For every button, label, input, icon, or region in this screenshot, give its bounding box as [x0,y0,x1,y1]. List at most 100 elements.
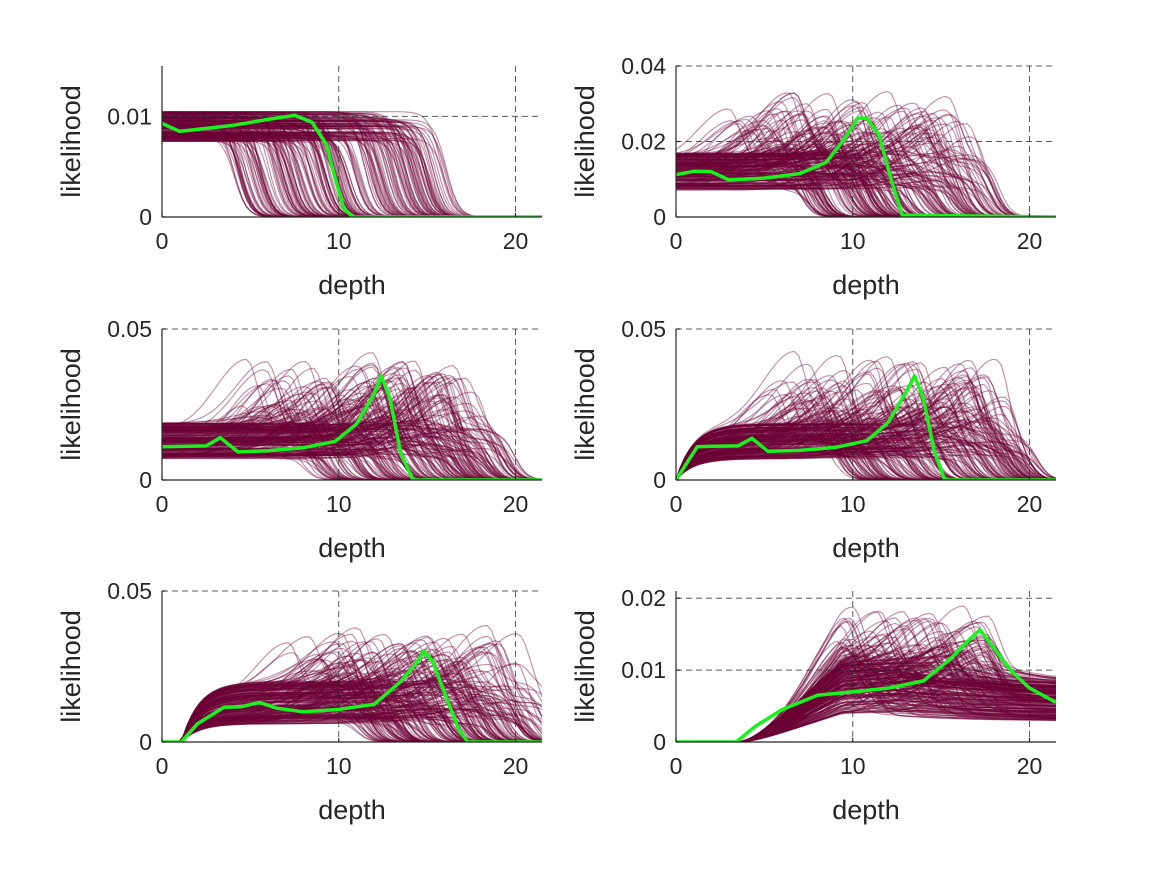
ensemble-line [162,431,542,480]
ensemble-line [676,417,1056,480]
ensemble-line [676,139,1056,217]
ensemble-line [162,701,542,742]
ensemble-line [162,708,542,742]
x-tick-label: 10 [840,228,866,254]
ensemble-line [676,183,1056,217]
ensemble-line [676,185,1056,217]
ensemble-line [162,381,542,480]
ensemble-line [676,101,1056,217]
ensemble-line [162,130,542,217]
ensemble-line [676,110,1056,217]
ensemble-line [162,658,542,742]
ensemble-line [676,136,1056,217]
ensemble-line [162,123,542,217]
ensemble-line [162,397,542,480]
ensemble-line [162,114,542,217]
ensemble-line [162,387,542,480]
ensemble-line [162,395,542,480]
ensemble-line [162,139,542,217]
ensemble-line [162,447,542,480]
ensemble-line [676,172,1056,217]
ensemble-line [676,390,1056,480]
ensemble-line [162,452,542,480]
ensemble-line [162,134,542,217]
ensemble-line [162,119,542,217]
ensemble-line [676,119,1056,217]
x-tick-label: 10 [326,753,352,779]
ensemble-line [676,132,1056,217]
ensemble-line [676,391,1056,480]
ensemble-line [162,135,542,217]
ensemble-line [676,126,1056,217]
ensemble-line [676,145,1056,217]
ensemble-line [676,124,1056,217]
ensemble-line [676,160,1056,217]
ensemble-line [162,132,542,217]
ensemble-line [162,361,542,480]
ensemble-line [162,111,542,217]
ensemble-line [162,429,542,480]
ensemble-line [676,431,1056,480]
ensemble-line [676,153,1056,217]
ensemble-line [676,400,1056,480]
ensemble-line [162,119,542,217]
ensemble-line [162,123,542,217]
ensemble-line [676,137,1056,217]
tick-labels: 0 10 20 0 0.05 [107,578,528,779]
y-tick-label: 0 [653,729,666,755]
mean-line [676,628,1056,742]
ensemble-line [162,135,542,217]
ensemble-line [676,159,1056,217]
ensemble-line [162,132,542,217]
ensemble-line [676,143,1056,217]
ensemble-line [162,118,542,217]
ensemble-line [162,439,542,480]
ensemble-line [676,407,1056,480]
ensemble-line [162,661,542,742]
ensemble-line [162,121,542,217]
ensemble-line [162,134,542,217]
ensemble-line [676,164,1056,217]
ensemble-line [676,419,1056,480]
ensemble-line [676,151,1056,217]
ensemble-line [162,648,542,742]
ensemble-line [676,125,1056,217]
ensemble-line [676,177,1056,217]
ensemble-line [162,135,542,217]
ensemble-line [162,693,542,742]
ensemble-line [162,416,542,480]
ensemble-line [162,640,542,742]
ensemble-line [162,663,542,742]
ensemble-line [162,656,542,742]
ensemble-line [162,443,542,480]
ensemble-line [162,114,542,217]
ensemble-line [676,431,1056,480]
ensemble-line [162,695,542,742]
ensemble-line [676,113,1056,217]
ensemble-line [676,149,1056,217]
ensemble-line [676,447,1056,480]
ensemble-line [162,138,542,217]
ensemble-line [162,411,542,480]
ensemble-line [162,399,542,480]
y-tick-label: 0 [139,467,152,493]
ensemble-line [676,143,1056,217]
ensemble-line [162,709,542,742]
x-tick-label: 20 [1017,491,1043,517]
ensemble-line [162,651,542,742]
ensemble-line [162,406,542,480]
ensemble-line [676,445,1056,480]
ensemble-line [676,437,1056,480]
ensemble-line [162,386,542,480]
ensemble-line [676,367,1056,480]
ensemble-line [676,416,1056,480]
ensemble-line [676,148,1056,217]
ensemble-line [162,120,542,217]
ensemble-line [676,386,1056,480]
ensemble-line [676,381,1056,480]
ensemble-line [162,116,542,217]
ensemble-line [676,427,1056,480]
y-axis-label: likelihood [570,610,600,723]
ensemble-line [162,133,542,217]
